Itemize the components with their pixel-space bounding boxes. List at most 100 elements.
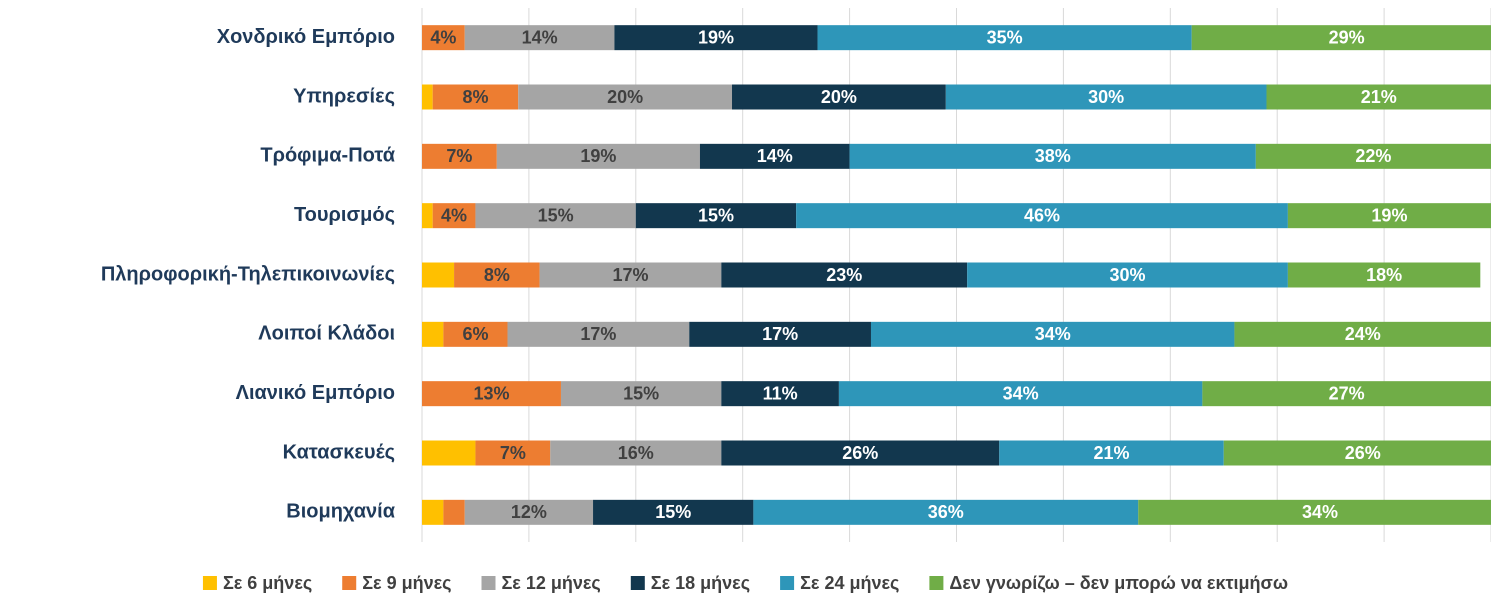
bar-segment: [422, 381, 561, 407]
category-label: Πληροφορική-Τηλεπικοινωνίες: [101, 263, 395, 285]
bar-segment: [721, 262, 968, 288]
bar-segment: [464, 499, 594, 525]
bar-segment: [443, 321, 508, 347]
bar-segment: [1191, 25, 1491, 51]
bar-segment: [1202, 381, 1491, 407]
bar-segment: [422, 321, 444, 347]
legend-label: Σε 12 μήνες: [502, 573, 601, 593]
bar-segment: [999, 440, 1224, 466]
bar-segment: [1266, 84, 1491, 110]
value-label: 29%: [1329, 27, 1365, 47]
bar-segment: [518, 84, 733, 110]
value-label: 21%: [1093, 443, 1129, 463]
value-label: 35%: [987, 27, 1023, 47]
bar-segment: [796, 203, 1288, 229]
value-label: 8%: [462, 87, 488, 107]
value-label: 22%: [1355, 146, 1391, 166]
value-label: 14%: [757, 146, 793, 166]
bar-segment: [539, 262, 722, 288]
bar-segment: [475, 440, 551, 466]
value-label: 14%: [522, 27, 558, 47]
value-label: 19%: [580, 146, 616, 166]
bar-segment: [422, 84, 433, 110]
bar-segment: [464, 25, 615, 51]
bar-segment: [560, 381, 722, 407]
value-label: 17%: [612, 265, 648, 285]
bar-segment: [443, 499, 465, 525]
bar-segment: [422, 440, 476, 466]
legend-swatch: [202, 576, 217, 590]
bar-segment: [432, 84, 519, 110]
bar-segment: [721, 440, 1000, 466]
value-label: 34%: [1003, 383, 1039, 403]
category-label: Βιομηχανία: [286, 501, 395, 523]
bar-segment: [945, 84, 1267, 110]
bar-segment: [699, 143, 850, 169]
bar-segment: [614, 25, 818, 51]
legend-swatch: [630, 576, 645, 590]
value-label: 7%: [446, 146, 472, 166]
value-label: 7%: [500, 443, 526, 463]
bar-segment: [507, 321, 690, 347]
value-label: 17%: [762, 324, 798, 344]
legend-swatch: [481, 576, 496, 590]
bar-segment: [1255, 143, 1491, 169]
value-label: 15%: [655, 502, 691, 522]
legend-swatch: [342, 576, 357, 590]
bar-segment: [1287, 262, 1481, 288]
value-label: 46%: [1024, 205, 1060, 225]
value-label: 19%: [1371, 205, 1407, 225]
bar-segment: [838, 381, 1203, 407]
value-label: 24%: [1345, 324, 1381, 344]
value-label: 15%: [698, 205, 734, 225]
value-label: 12%: [511, 502, 547, 522]
legend-label: Σε 9 μήνες: [362, 573, 451, 593]
bar-segment: [689, 321, 871, 347]
bar-segment: [1138, 499, 1491, 525]
value-label: 23%: [826, 265, 862, 285]
value-label: 4%: [441, 205, 467, 225]
bar-segment: [1287, 203, 1491, 229]
category-label: Χονδρικό Εμπόριο: [217, 26, 395, 48]
category-label: Λιανικό Εμπόριο: [236, 382, 395, 404]
bar-segment: [475, 203, 636, 229]
bar-segment: [422, 262, 455, 288]
value-label: 15%: [623, 383, 659, 403]
value-label: 20%: [607, 87, 643, 107]
bar-segment: [849, 143, 1256, 169]
bar-segment: [422, 203, 433, 229]
legend-label: Σε 24 μήνες: [800, 573, 899, 593]
bar-segment: [967, 262, 1288, 288]
value-label: 26%: [842, 443, 878, 463]
bar-segment: [1234, 321, 1491, 347]
value-label: 26%: [1345, 443, 1381, 463]
value-label: 4%: [430, 27, 456, 47]
value-label: 8%: [484, 265, 510, 285]
category-label: Κατασκευές: [283, 441, 395, 463]
bar-segment: [432, 203, 476, 229]
value-label: 21%: [1361, 87, 1397, 107]
legend-swatch: [780, 576, 795, 590]
category-label: Υπηρεσίες: [293, 85, 395, 107]
bar-segment: [753, 499, 1139, 525]
value-label: 19%: [698, 27, 734, 47]
bar-segment: [550, 440, 722, 466]
bar-segment: [721, 381, 839, 407]
bar-segment: [817, 25, 1192, 51]
bar-segment: [454, 262, 540, 288]
category-label: Τρόφιμα-Ποτά: [260, 145, 395, 167]
value-label: 13%: [473, 383, 509, 403]
bar-segment: [496, 143, 700, 169]
bar-segment: [732, 84, 946, 110]
bar-segment: [1223, 440, 1491, 466]
bar-segment: [422, 25, 465, 51]
value-label: 16%: [618, 443, 654, 463]
value-label: 34%: [1035, 324, 1071, 344]
value-label: 34%: [1302, 502, 1338, 522]
legend: Σε 6 μήνες Σε 9 μήνες Σε 12 μήνες Σε 18 μήν…: [202, 573, 1288, 594]
value-label: 38%: [1035, 146, 1071, 166]
value-label: 30%: [1088, 87, 1124, 107]
value-label: 36%: [928, 502, 964, 522]
bar-segment: [422, 143, 497, 169]
